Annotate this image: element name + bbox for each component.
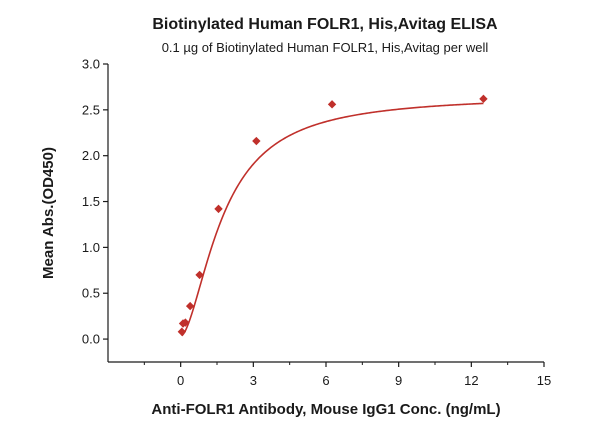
x-axis-title: Anti-FOLR1 Antibody, Mouse IgG1 Conc. (n… — [151, 401, 500, 418]
y-tick-label: 3.0 — [82, 57, 100, 72]
x-tick-label: 6 — [322, 373, 329, 388]
y-tick-label: 2.5 — [82, 102, 100, 117]
data-point — [327, 100, 337, 109]
data-point — [177, 327, 187, 336]
x-tick-label: 15 — [537, 373, 551, 388]
x-tick-label: 12 — [464, 373, 478, 388]
y-tick-label: 0.5 — [82, 286, 100, 301]
data-points — [177, 94, 488, 336]
data-point — [195, 270, 204, 280]
x-ticks: 0 3 6 9 12 15 — [143, 362, 551, 388]
data-point — [181, 318, 190, 327]
data-point — [252, 136, 261, 146]
y-tick-label: 0.0 — [82, 332, 100, 347]
y-tick-label: 1.0 — [82, 240, 100, 255]
chart-subtitle: 0.1 µg of Biotinylated Human FOLR1, His,… — [161, 40, 489, 55]
x-tick-label: 9 — [395, 373, 402, 388]
y-tick-label: 2.0 — [82, 148, 100, 163]
y-ticks: 0.0 0.5 1.0 1.5 2.0 2.5 3.0 — [82, 57, 108, 347]
y-tick-label: 1.5 — [82, 194, 100, 209]
chart-title: Biotinylated Human FOLR1, His,Avitag ELI… — [152, 16, 498, 33]
data-point — [185, 301, 195, 311]
data-point — [479, 94, 488, 104]
fit-curve — [181, 102, 484, 337]
data-point — [214, 204, 223, 214]
y-axis-title: Mean Abs.(OD450) — [40, 147, 57, 279]
x-tick-label: 3 — [250, 373, 257, 388]
x-tick-label: 0 — [177, 373, 184, 388]
